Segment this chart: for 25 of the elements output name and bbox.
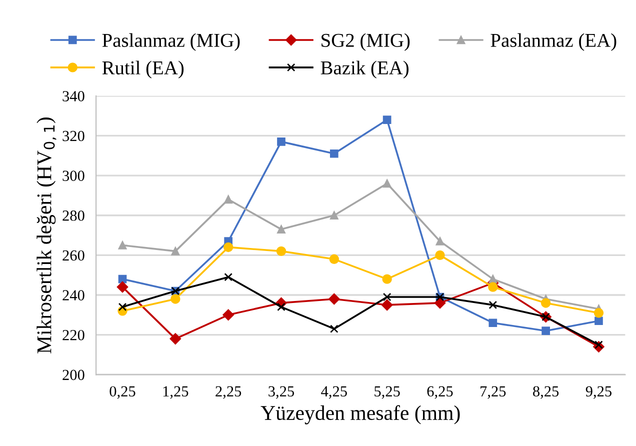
- y-tick-label: 280: [62, 210, 84, 221]
- x-tick-label: 4,25: [321, 386, 347, 399]
- x-axis-title: Yüzeyden mesafe (mm): [260, 405, 460, 424]
- legend-label: SG2 (MIG): [322, 33, 410, 51]
- legend-label: Bazik (EA): [320, 60, 409, 78]
- y-tick-label: 320: [62, 130, 84, 142]
- legend-label: Rutil (EA): [102, 60, 184, 78]
- y-tick-label: 340: [62, 91, 84, 102]
- x-tick-label: 5,25: [374, 386, 400, 399]
- x-tick-label: 8,25: [533, 386, 559, 399]
- x-tick-label: 6,25: [427, 386, 453, 399]
- y-axis-title: Mikrosertlik değeri (HV$_{0,1}$): [36, 118, 56, 354]
- x-tick-label: 2,25: [216, 386, 242, 399]
- x-tick-label: 3,25: [268, 386, 294, 399]
- x-tick-label: 7,25: [480, 386, 506, 399]
- y-tick-label: 260: [62, 250, 84, 261]
- x-tick-label: 1,25: [163, 386, 188, 399]
- x-tick-label: 0,25: [110, 386, 136, 399]
- y-tick-label: 240: [62, 290, 84, 300]
- legend-label: Paslanmaz (MIG): [102, 33, 240, 51]
- x-tick-label: 9,25: [586, 386, 612, 399]
- legend-label: Paslanmaz (EA): [490, 33, 616, 51]
- y-tick-label: 220: [62, 330, 84, 340]
- y-tick-label: 300: [62, 170, 84, 181]
- y-tick-label: 200: [62, 370, 84, 380]
